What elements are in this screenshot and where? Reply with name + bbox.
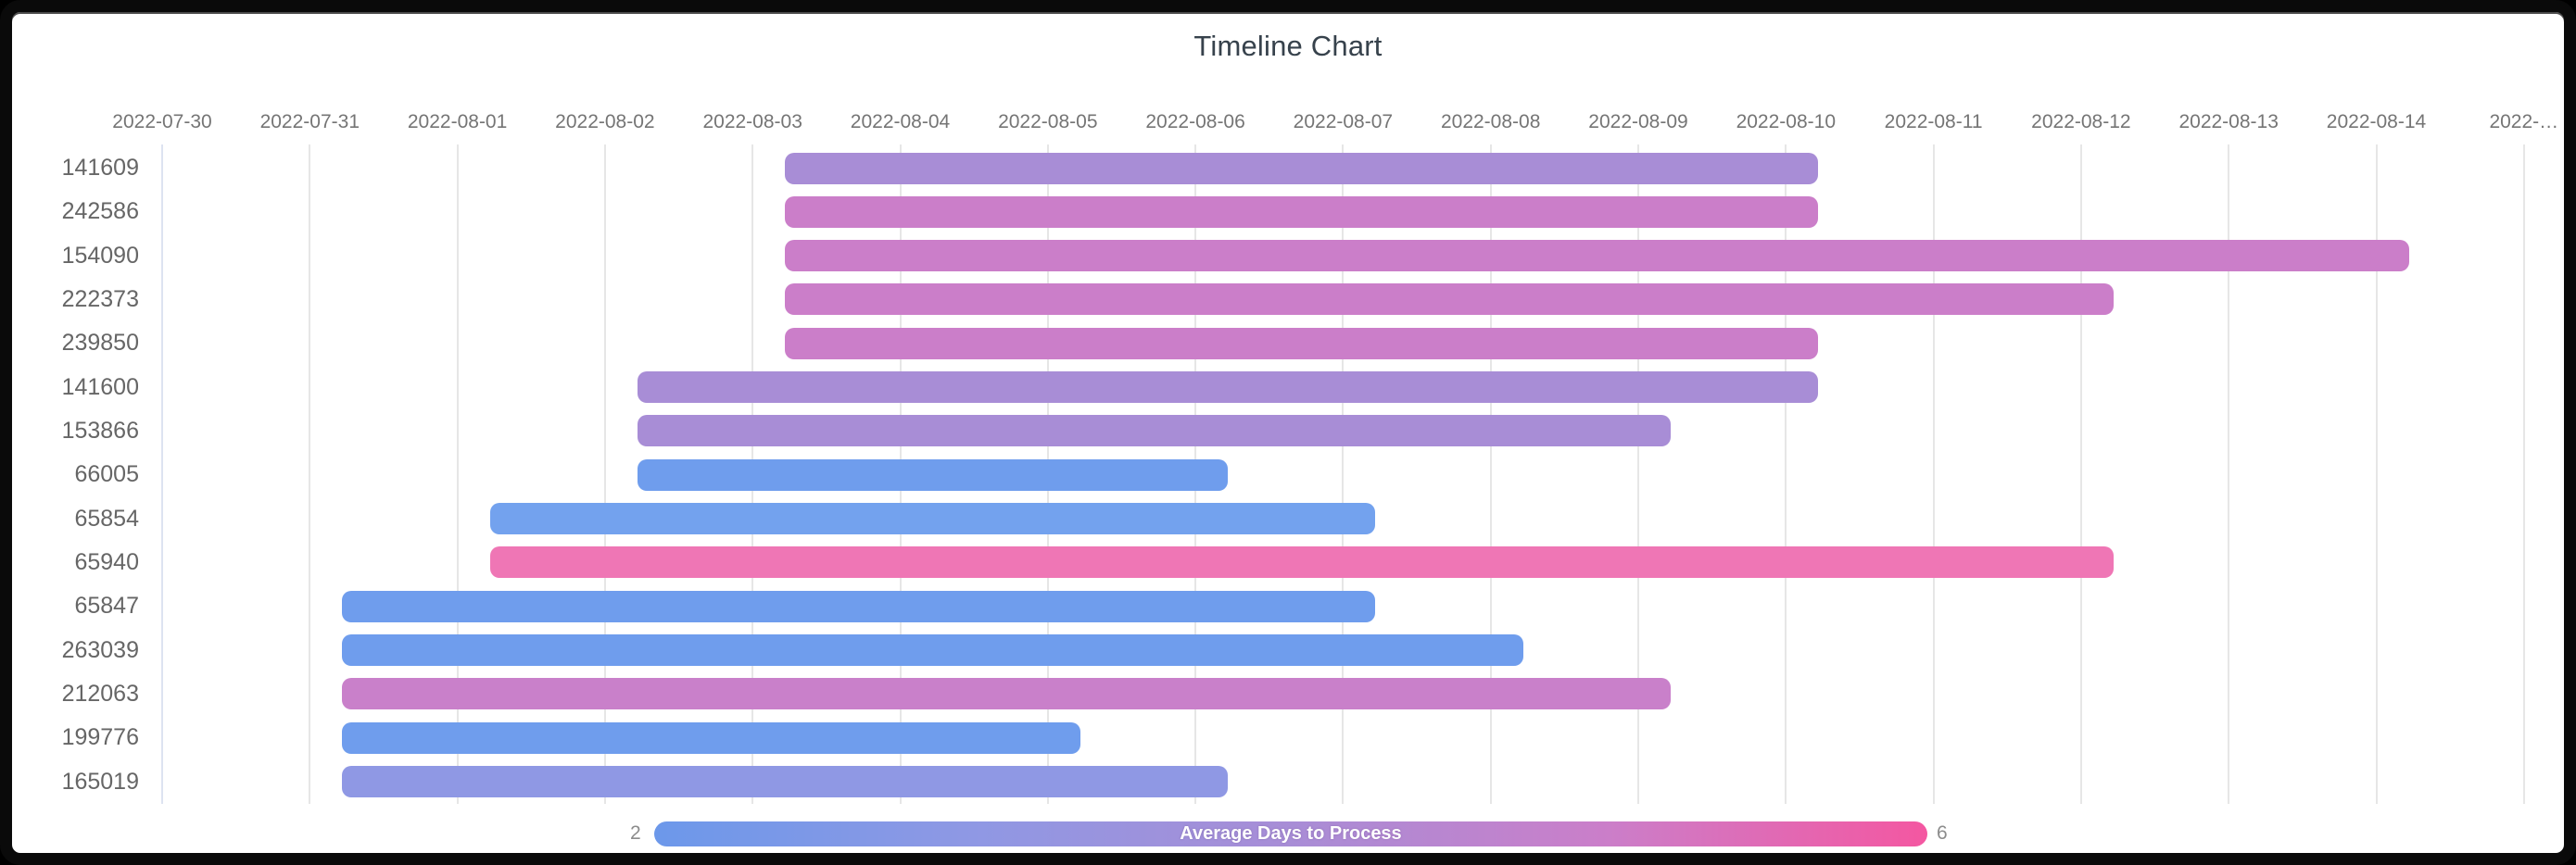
y-axis-label: 65847: [74, 593, 139, 620]
timeline-bar[interactable]: [489, 503, 1376, 535]
timeline-bar[interactable]: [637, 371, 1819, 404]
timeline-bar[interactable]: [342, 590, 1376, 622]
y-axis-label: 263039: [61, 636, 139, 663]
x-tick-label: 2022-08-09: [1588, 111, 1688, 132]
timeline-bar[interactable]: [785, 195, 1819, 228]
x-tick-label: 2022-08-08: [1440, 111, 1541, 132]
x-tick-label: 2022-08-04: [850, 111, 951, 132]
legend-gradient-bar[interactable]: Average Days to Process: [654, 821, 1927, 846]
x-tick-label: 2022-08-05: [998, 111, 1098, 132]
y-axis-label: 141600: [61, 373, 139, 400]
y-axis-label: 141609: [61, 155, 139, 181]
gridline: [1489, 144, 1492, 804]
y-axis-label: 199776: [61, 724, 139, 751]
gridline: [2079, 144, 2082, 804]
gridline: [1637, 144, 1639, 804]
gridline: [603, 144, 606, 804]
legend-max-label: 6: [1937, 822, 1948, 844]
chart-title: Timeline Chart: [1193, 30, 1383, 62]
x-tick-label: 2022-08-11: [1884, 111, 1983, 132]
x-tick-label: 2022-08-03: [702, 111, 802, 132]
x-tick-label: 2022-…: [2489, 111, 2559, 132]
y-axis-label: 212063: [61, 680, 139, 707]
y-axis-label: 65940: [74, 548, 139, 575]
gridline: [1932, 144, 1935, 804]
y-axis-label: 242586: [61, 198, 139, 225]
timeline-bar[interactable]: [637, 415, 1672, 447]
legend-title: Average Days to Process: [1180, 823, 1402, 844]
gridline: [309, 144, 311, 804]
gridline: [2375, 144, 2378, 804]
timeline-bar[interactable]: [637, 458, 1229, 491]
x-tick-label: 2022-07-31: [259, 111, 360, 132]
x-tick-label: 2022-08-06: [1145, 111, 1245, 132]
y-axis-label: 153866: [61, 417, 139, 444]
y-axis-label: 154090: [61, 242, 139, 269]
gridline: [456, 144, 459, 804]
y-axis-label: 222373: [61, 285, 139, 312]
y-axis-label: 165019: [61, 768, 139, 795]
timeline-bar[interactable]: [785, 283, 2114, 316]
timeline-bar[interactable]: [785, 327, 1819, 359]
gridline: [2228, 144, 2230, 804]
x-tick-label: 2022-08-02: [555, 111, 655, 132]
gridline: [2522, 144, 2525, 804]
timeline-bar[interactable]: [785, 152, 1819, 184]
timeline-bar[interactable]: [342, 766, 1229, 798]
gridline: [1785, 144, 1787, 804]
legend-min-label: 2: [630, 822, 641, 844]
x-tick-label: 2022-08-10: [1736, 111, 1836, 132]
y-axis-label: 66005: [74, 461, 139, 488]
x-tick-label: 2022-08-14: [2326, 111, 2427, 132]
x-tick-label: 2022-08-01: [407, 111, 508, 132]
timeline-bar[interactable]: [342, 678, 1672, 710]
timeline-bar[interactable]: [342, 721, 1080, 754]
x-tick-label: 2022-07-30: [112, 111, 212, 132]
timeline-bar[interactable]: [489, 546, 2114, 579]
gridline: [161, 144, 163, 804]
timeline-bar[interactable]: [342, 634, 1523, 667]
x-tick-label: 2022-08-12: [2031, 111, 2131, 132]
y-axis-label: 239850: [61, 330, 139, 357]
timeline-bar[interactable]: [785, 240, 2409, 272]
x-tick-label: 2022-08-13: [2178, 111, 2279, 132]
gridline: [1342, 144, 1345, 804]
x-tick-label: 2022-08-07: [1293, 111, 1394, 132]
y-axis-label: 65854: [74, 505, 139, 532]
